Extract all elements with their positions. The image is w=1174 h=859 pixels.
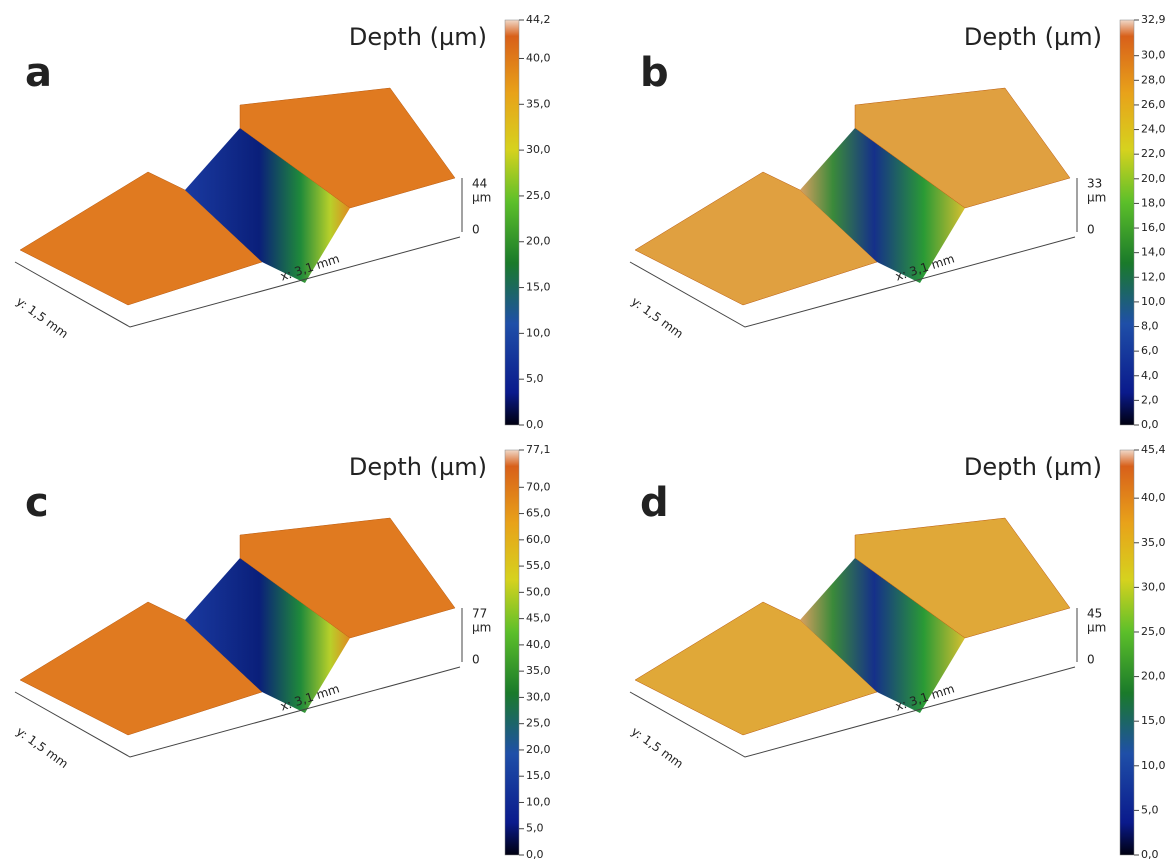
- colorbar-tick-label: 10,0: [526, 795, 551, 808]
- colorbar-tick-label: 8,0: [1141, 320, 1159, 333]
- colorbar-tick-label: 20,0: [1141, 670, 1166, 683]
- colorbar-tick-label: 6,0: [1141, 344, 1159, 357]
- height-unit: µm: [472, 191, 491, 205]
- colorbar-tick-label: 5,0: [526, 822, 544, 835]
- colorbar-tick-label: 5,0: [1141, 803, 1159, 816]
- colorbar-tick-label: 0,0: [526, 848, 544, 859]
- colorbar-tick-label: 35,0: [526, 664, 551, 677]
- colorbar-tick-label: 40,0: [1141, 491, 1166, 504]
- colorbar-tick-label: 45,0: [526, 612, 551, 625]
- colorbar-tick-label: 60,0: [526, 533, 551, 546]
- colorbar-tick-label: 20,0: [526, 743, 551, 756]
- height-label: 33: [1087, 177, 1102, 191]
- trench: [800, 128, 965, 283]
- colorbar-tick-label: 55,0: [526, 559, 551, 572]
- panel-label: c: [25, 480, 49, 526]
- colorbar-tick-label: 32,9: [1141, 13, 1166, 26]
- colorbar-tick-label: 45,4: [1141, 443, 1166, 456]
- colorbar-tick-label: 24,0: [1141, 123, 1166, 136]
- colorbar-tick-label: 20,0: [526, 235, 551, 248]
- axis-line: [629, 236, 1076, 328]
- colorbar-tick-label: 12,0: [1141, 270, 1166, 283]
- colorbar-tick-label: 0,0: [526, 418, 544, 431]
- height-label: 77: [472, 607, 487, 621]
- colorbar: [504, 449, 520, 856]
- colorbar-tick-label: 40,0: [526, 638, 551, 651]
- colorbar-tick-label: 0,0: [1141, 418, 1159, 431]
- colorbar-tick-label: 2,0: [1141, 393, 1159, 406]
- colorbar-tick-label: 30,0: [526, 143, 551, 156]
- colorbar-tick-label: 10,0: [526, 326, 551, 339]
- trench: [185, 558, 350, 713]
- panel-label: d: [640, 480, 669, 526]
- depth-title: Depth (µm): [964, 23, 1102, 51]
- colorbar-tick-label: 0,0: [1141, 848, 1159, 859]
- colorbar-tick-label: 16,0: [1141, 221, 1166, 234]
- height-unit: µm: [1087, 621, 1106, 635]
- colorbar-tick-label: 30,0: [1141, 580, 1166, 593]
- colorbar-tick-label: 28,0: [1141, 73, 1166, 86]
- y-axis-label: y: 1,5 mm: [14, 724, 71, 771]
- colorbar-tick-label: 20,0: [1141, 172, 1166, 185]
- colorbar-tick-label: 25,0: [1141, 625, 1166, 638]
- colorbar-tick-label: 40,0: [526, 51, 551, 64]
- colorbar-tick-label: 25,0: [526, 189, 551, 202]
- height-unit: µm: [1087, 191, 1106, 205]
- colorbar-tick-label: 30,0: [526, 690, 551, 703]
- depth-title: Depth (µm): [349, 23, 487, 51]
- colorbar-tick-label: 10,0: [1141, 759, 1166, 772]
- y-axis-label: y: 1,5 mm: [14, 294, 71, 341]
- colorbar-tick-label: 50,0: [526, 585, 551, 598]
- colorbar-tick-label: 10,0: [1141, 295, 1166, 308]
- colorbar-tick-label: 22,0: [1141, 147, 1166, 160]
- trench: [800, 558, 965, 713]
- colorbar: [1119, 19, 1135, 426]
- colorbar-tick-label: 65,0: [526, 507, 551, 520]
- colorbar-tick-label: 14,0: [1141, 246, 1166, 259]
- colorbar-tick-label: 15,0: [1141, 714, 1166, 727]
- height-label: 44: [472, 177, 487, 191]
- colorbar-tick-label: 15,0: [526, 281, 551, 294]
- panel-label: a: [25, 50, 52, 96]
- colorbar: [1119, 449, 1135, 856]
- colorbar: [504, 19, 520, 426]
- trench: [185, 128, 350, 283]
- depth-title: Depth (µm): [964, 453, 1102, 481]
- colorbar-tick-label: 5,0: [526, 372, 544, 385]
- colorbar-tick-label: 30,0: [1141, 49, 1166, 62]
- zero-label: 0: [472, 653, 480, 667]
- right-plateau: [854, 87, 1071, 209]
- colorbar-tick-label: 4,0: [1141, 369, 1159, 382]
- zero-label: 0: [1087, 653, 1095, 667]
- y-axis-label: y: 1,5 mm: [629, 294, 686, 341]
- height-unit: µm: [472, 621, 491, 635]
- colorbar-tick-label: 44,2: [526, 13, 551, 26]
- y-axis-label: y: 1,5 mm: [629, 724, 686, 771]
- panel-label: b: [640, 50, 669, 96]
- colorbar-tick-label: 15,0: [526, 769, 551, 782]
- colorbar-tick-label: 35,0: [526, 97, 551, 110]
- right-plateau: [854, 517, 1071, 639]
- height-label: 45: [1087, 607, 1102, 621]
- colorbar-tick-label: 70,0: [526, 480, 551, 493]
- right-plateau: [239, 87, 456, 209]
- colorbar-tick-label: 77,1: [526, 443, 551, 456]
- colorbar-tick-label: 26,0: [1141, 98, 1166, 111]
- axis-line: [629, 666, 1076, 758]
- colorbar-tick-label: 35,0: [1141, 536, 1166, 549]
- colorbar-tick-label: 25,0: [526, 717, 551, 730]
- axis-line: [14, 666, 461, 758]
- axis-line: [14, 236, 461, 328]
- right-plateau: [239, 517, 456, 639]
- zero-label: 0: [1087, 223, 1095, 237]
- colorbar-tick-label: 18,0: [1141, 196, 1166, 209]
- zero-label: 0: [472, 223, 480, 237]
- depth-title: Depth (µm): [349, 453, 487, 481]
